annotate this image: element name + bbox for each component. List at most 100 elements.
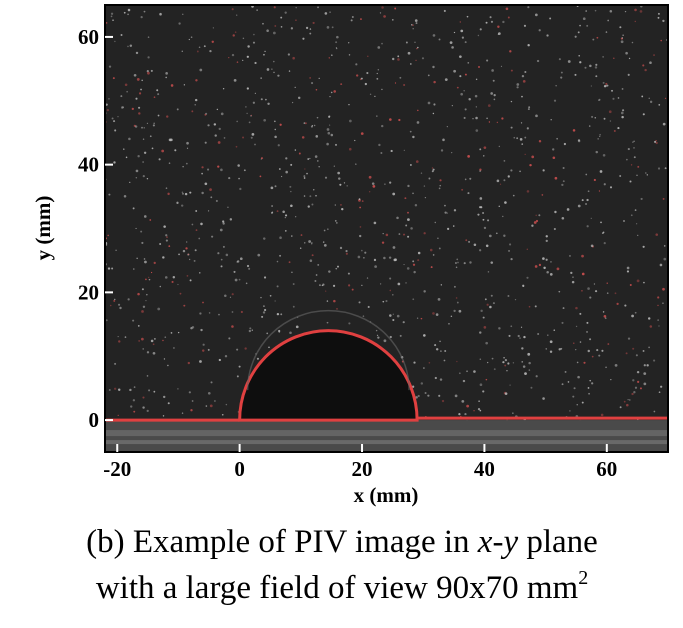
particle <box>367 305 370 308</box>
particle <box>335 143 337 146</box>
particle <box>348 54 351 56</box>
particle <box>427 74 430 77</box>
particle <box>291 101 294 104</box>
particle <box>153 96 156 98</box>
particle <box>329 95 331 98</box>
particle <box>252 41 256 44</box>
particle <box>524 372 527 376</box>
particle <box>113 299 116 302</box>
particle <box>413 270 416 274</box>
particle <box>111 267 114 270</box>
particle <box>526 276 529 279</box>
particle <box>642 113 645 116</box>
particle <box>582 17 586 21</box>
particle <box>285 170 288 174</box>
particle <box>309 77 311 79</box>
particle <box>274 135 277 139</box>
particle <box>195 79 198 82</box>
particle <box>439 179 442 182</box>
particle <box>504 392 508 395</box>
particle <box>138 106 141 109</box>
particle <box>301 136 305 139</box>
particle <box>143 258 146 260</box>
particle <box>620 111 624 115</box>
particle <box>127 13 129 16</box>
particle <box>657 319 659 321</box>
particle <box>412 135 415 139</box>
particle <box>655 139 657 142</box>
particle <box>554 176 558 180</box>
particle <box>369 93 372 95</box>
particle <box>498 145 500 148</box>
particle <box>573 342 575 344</box>
particle <box>217 141 221 144</box>
particle <box>157 307 161 311</box>
particle <box>527 108 530 111</box>
particle <box>231 311 234 313</box>
particle <box>603 314 607 318</box>
particle <box>417 394 420 398</box>
particle <box>190 409 193 412</box>
particle <box>469 261 472 264</box>
particle <box>463 90 465 92</box>
particle <box>569 255 571 257</box>
particle <box>311 243 313 245</box>
particle <box>433 80 436 84</box>
particle <box>129 388 132 392</box>
particle <box>362 315 365 317</box>
particle <box>454 285 456 288</box>
particle <box>642 64 645 67</box>
particle <box>188 391 191 394</box>
particle <box>166 236 168 238</box>
particle <box>198 46 201 48</box>
particle <box>459 21 462 23</box>
particle <box>322 241 325 243</box>
particle <box>260 158 262 160</box>
particle <box>649 100 653 104</box>
particle <box>146 409 149 413</box>
particle <box>607 19 610 22</box>
particle <box>136 257 138 260</box>
particle <box>181 412 184 414</box>
particle <box>663 245 666 247</box>
particle <box>586 331 588 333</box>
particle <box>479 197 483 200</box>
particle <box>561 383 564 386</box>
particle <box>150 69 153 72</box>
x-tick-label: 40 <box>474 457 495 481</box>
particle <box>649 61 652 65</box>
particle <box>385 299 388 303</box>
particle <box>537 333 540 336</box>
particle <box>322 283 325 286</box>
particle <box>254 92 256 94</box>
particle <box>516 86 519 89</box>
particle <box>657 167 661 170</box>
particle <box>609 120 612 122</box>
particle <box>182 13 184 16</box>
particle <box>527 6 530 9</box>
particle <box>579 24 581 27</box>
caption-text: (b) Example of PIV image in <box>86 524 478 560</box>
particle <box>146 375 149 377</box>
particle <box>138 112 141 115</box>
particle <box>181 191 184 194</box>
particle <box>207 348 210 351</box>
particle <box>604 317 607 320</box>
particle <box>165 234 168 237</box>
particle <box>606 282 608 284</box>
particle <box>643 382 647 386</box>
particle <box>391 19 394 21</box>
particle <box>594 66 598 69</box>
particle <box>629 180 632 183</box>
particle <box>366 71 369 75</box>
particle <box>428 361 431 364</box>
particle <box>280 26 283 28</box>
particle <box>198 237 201 240</box>
particle <box>508 334 511 337</box>
particle <box>204 182 208 186</box>
particle <box>267 102 270 106</box>
particle <box>359 226 362 228</box>
particle <box>153 390 156 393</box>
particle <box>596 36 599 39</box>
particle <box>392 246 396 249</box>
